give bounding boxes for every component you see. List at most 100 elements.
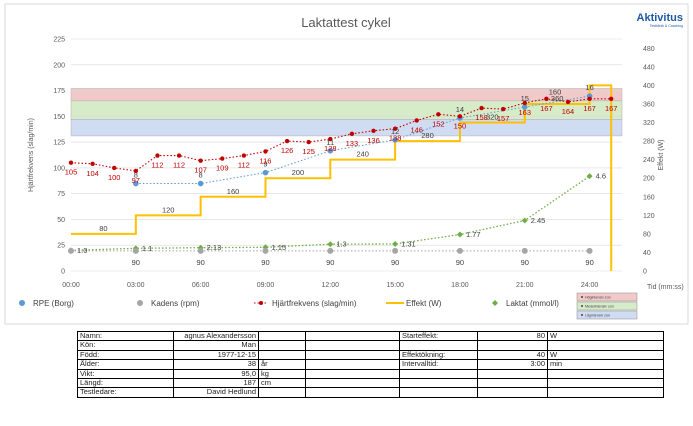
info-cell: W (547, 349, 664, 361)
hjartfrekvens-point (112, 165, 117, 171)
info-cell: David Hedlund (173, 387, 259, 398)
kadens-point (456, 247, 463, 254)
hjartfrekvens-point (436, 112, 441, 117)
hjartfrekvens-label: 116 (259, 156, 271, 165)
info-cell (477, 387, 548, 398)
info-cell (258, 340, 306, 351)
hjartfrekvens-label: 112 (173, 161, 185, 170)
hjartfrekvens-point (414, 118, 419, 123)
info-cell: 80 (477, 330, 548, 342)
x-tick: 03:00 (127, 282, 145, 289)
kadens-label: 90 (456, 258, 464, 267)
info-cell: Effektökning: (399, 349, 478, 361)
laktat-point (327, 241, 334, 248)
laktat-label: 1.3 (336, 240, 346, 249)
kadens-point (521, 247, 528, 254)
hjartfrekvens-point (90, 161, 95, 166)
hjartfrekvens-point (392, 126, 398, 131)
zone-legend-bullet (581, 296, 583, 298)
laktat-label: 1.1 (142, 244, 152, 253)
hjartfrekvens-label: 138 (389, 134, 402, 143)
info-cell (305, 387, 400, 398)
info-cell: Testledare: (77, 387, 174, 398)
info-cell: Född: (77, 349, 174, 361)
effekt-label: 360 (551, 94, 564, 103)
hjartfrekvens-label: 167 (540, 104, 553, 113)
hjartfrekvens-point (544, 96, 549, 102)
x-tick: 18:00 (451, 282, 469, 289)
hjartfrekvens-point (263, 149, 268, 154)
info-cell (547, 378, 664, 389)
hjartfrekvens-label: 136 (367, 136, 380, 145)
kadens-point (262, 247, 269, 254)
hjartfrekvens-label: 158 (475, 113, 488, 122)
legend-marker (259, 301, 263, 305)
info-cell: 95,0 (173, 368, 259, 380)
rpe-point (133, 180, 139, 187)
kadens-label: 90 (521, 258, 529, 267)
hjartfrekvens-point (220, 156, 225, 161)
info-cell: kg (258, 368, 306, 380)
info-row: Namn: agnus Alexandersson Starteffekt: 80 W (77, 330, 664, 342)
hjartfrekvens-point (500, 106, 506, 112)
info-cell (399, 340, 478, 351)
hjartfrekvens-label: 157 (497, 114, 510, 123)
y-tick-left: 75 (57, 191, 65, 198)
info-cell: Starteffekt: (399, 330, 478, 342)
zone-legend-bullet (581, 314, 583, 316)
hjartfrekvens-point (522, 100, 527, 106)
y-tick-left: 225 (53, 37, 65, 44)
y-tick-right: 400 (643, 83, 655, 90)
info-cell: 187 (173, 378, 259, 389)
x-tick: 24:00 (581, 282, 599, 289)
rpe-point (392, 137, 398, 143)
hjartfrekvens-point (328, 136, 333, 142)
rpe-label: 8 (199, 171, 203, 180)
y-tick-left: 50 (57, 217, 65, 224)
laktat-point (456, 231, 463, 238)
laktat-label: 2.13 (207, 243, 222, 252)
kadens-label: 90 (326, 258, 334, 267)
y-tick-right: 320 (643, 120, 655, 127)
info-cell: Namn: (77, 330, 174, 342)
y-tick-left: 200 (53, 62, 65, 69)
info-cell (305, 368, 400, 380)
effekt-label: 160 (227, 187, 240, 196)
info-cell: Längd: (77, 378, 174, 389)
info-row: Vikt: 95,0 kg (77, 368, 664, 380)
zone-legend-label: Medelintensiv zon (585, 305, 614, 309)
rpe-point (327, 147, 334, 154)
info-cell: agnus Alexandersson (173, 330, 259, 342)
y-tick-left: 0 (61, 269, 65, 276)
laktat-label: 4.6 (596, 172, 606, 181)
info-row: Kön: Man (77, 340, 664, 351)
effekt-label: 320 (486, 113, 499, 122)
y-tick-left: 175 (53, 88, 65, 95)
brand-tagline: Testklinik & Coaching (650, 24, 683, 28)
info-cell (305, 359, 400, 370)
info-cell: år (258, 359, 306, 370)
info-cell (399, 378, 478, 389)
info-row: Född: 1977-12-15 Effektökning: 40 W (77, 349, 664, 361)
y-tick-right: 40 (643, 250, 651, 257)
hjartfrekvens-point (587, 96, 592, 102)
rpe-label: 15 (521, 94, 529, 103)
hjartfrekvens-label: 109 (216, 164, 229, 173)
zone-legend-label: Lågintensiv zon (585, 314, 610, 318)
hjartfrekvens-point (133, 168, 139, 174)
y-tick-right: 240 (643, 157, 655, 164)
legend-label: Hjärtfrekvens (slag/min) (272, 299, 357, 308)
info-cell (547, 340, 664, 351)
zone-legend-box (576, 292, 638, 302)
legend-label: Laktat (mmol/l) (506, 299, 559, 308)
hjartfrekvens-label: 133 (346, 139, 359, 148)
y-tick-left: 100 (53, 165, 65, 172)
hjartfrekvens-point (565, 99, 571, 105)
rpe-point (262, 169, 269, 176)
hjartfrekvens-label: 100 (108, 173, 121, 182)
x-tick: 12:00 (322, 282, 340, 289)
hjartfrekvens-label: 104 (86, 169, 99, 178)
y-tick-right: 160 (643, 194, 655, 201)
hjartfrekvens-label: 164 (562, 107, 575, 116)
hjartfrekvens-line (70, 98, 612, 172)
